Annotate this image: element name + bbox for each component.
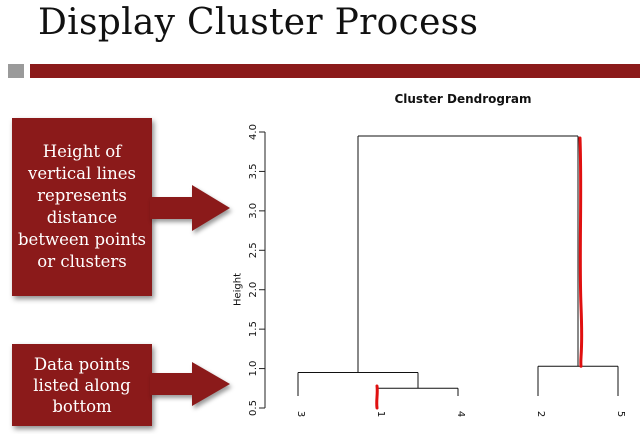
leaf-label: 1 <box>375 411 386 417</box>
red-annotation-mark <box>375 384 379 410</box>
leaf-label: 3 <box>295 411 306 417</box>
callout-line: bottom <box>52 396 112 416</box>
slide-title: Display Cluster Process <box>38 2 479 43</box>
y-tick-label: 2.5 <box>248 242 259 258</box>
title-accent-gray <box>8 64 24 78</box>
callout-line: represents <box>37 186 127 205</box>
y-tick-label: 4.0 <box>248 124 259 140</box>
y-tick-label: 3.5 <box>248 163 259 179</box>
arrow-right-icon <box>150 362 230 406</box>
callout-line: listed along <box>33 375 131 395</box>
y-tick-label: 1.5 <box>248 321 259 337</box>
callout-line: distance <box>46 208 118 227</box>
title-accent-red <box>30 64 640 78</box>
leaf-label: 4 <box>455 411 466 417</box>
callout-line: or clusters <box>37 252 127 271</box>
chart-title: Cluster Dendrogram <box>394 92 532 106</box>
leaf-label: 5 <box>615 411 626 417</box>
callout-height-explanation: Height of vertical lines represents dist… <box>12 118 152 296</box>
y-tick-label: 1.0 <box>248 361 259 377</box>
red-annotation-mark <box>578 136 584 368</box>
y-tick-label: 3.0 <box>248 203 259 219</box>
y-tick-label: 0.5 <box>248 400 259 416</box>
callout-line: Height of <box>42 142 122 161</box>
leaf-label: 2 <box>535 411 546 417</box>
callout-line: vertical lines <box>28 164 136 183</box>
arrow-right-icon <box>150 185 230 231</box>
callout-line: between points <box>18 230 146 249</box>
callout-line: Data points <box>33 354 131 374</box>
y-tick-label: 2.0 <box>248 282 259 298</box>
callout-data-points: Data points listed along bottom <box>12 344 152 426</box>
